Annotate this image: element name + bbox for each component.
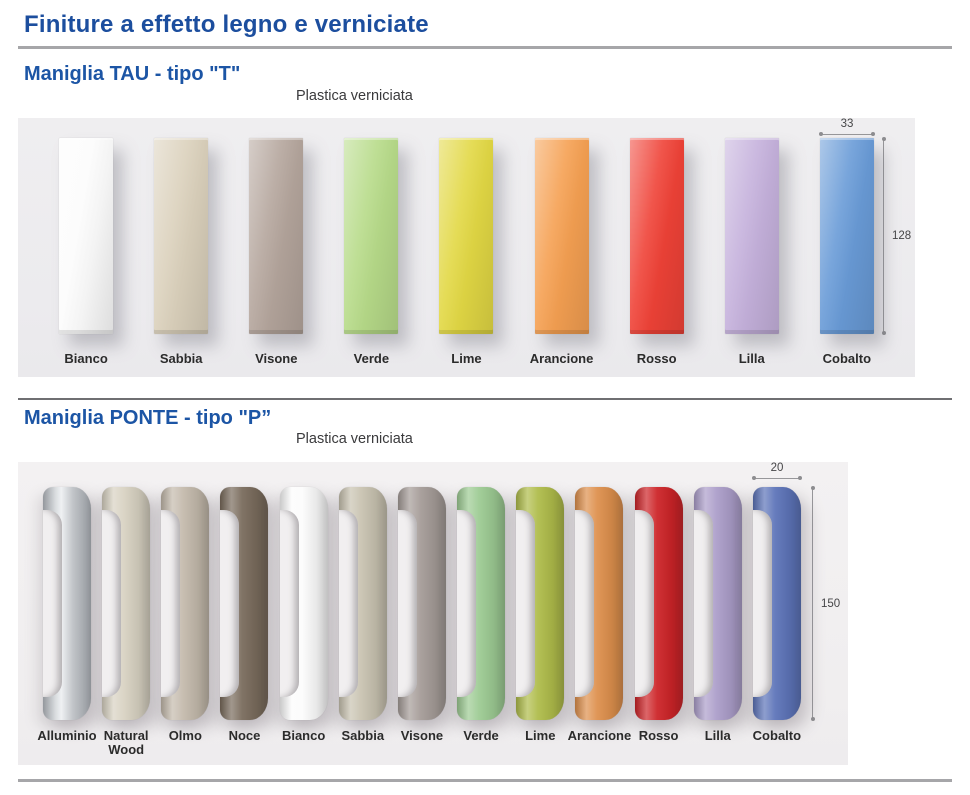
tau-rosso-color-sample bbox=[629, 138, 684, 334]
tau-rosso-label: Rosso bbox=[636, 351, 677, 366]
tau-swatch-visone: Visone bbox=[249, 138, 304, 366]
ponte-bianco-label: Bianco bbox=[281, 728, 326, 743]
ponte-swatch-noce: Noce bbox=[220, 487, 269, 743]
tau-lime-color-sample bbox=[439, 138, 494, 334]
section-tau-subtitle: Plastica verniciata bbox=[296, 88, 413, 104]
tau-width-dimension: 33 bbox=[819, 118, 875, 136]
tau-verde-color-sample bbox=[344, 138, 399, 334]
ponte-swatch-verde: Verde bbox=[457, 487, 506, 743]
tau-swatch-arancione: Arancione bbox=[530, 138, 593, 366]
ponte-swatch-arancione: Arancione bbox=[568, 487, 631, 743]
tau-swatch-panel: 33 128 Bianco Sabbia Visone Verde Lime Aranci… bbox=[18, 118, 915, 377]
ponte-bianco-color-sample bbox=[279, 487, 328, 720]
ponte-natural-wood-label: Natural Wood bbox=[103, 728, 149, 758]
tau-bianco-label: Bianco bbox=[64, 351, 108, 366]
height-dimension-line-icon bbox=[810, 486, 815, 721]
ponte-alluminio-label: Alluminio bbox=[37, 728, 97, 743]
ponte-lilla-label: Lilla bbox=[704, 728, 731, 743]
ponte-swatch-sabbia: Sabbia bbox=[338, 487, 387, 743]
ponte-swatch-olmo: Olmo bbox=[161, 487, 210, 743]
ponte-height-value: 150 bbox=[821, 597, 841, 610]
ponte-lime-label: Lime bbox=[525, 728, 556, 743]
ponte-arancione-color-sample bbox=[575, 487, 624, 720]
height-dimension-line-icon bbox=[881, 137, 886, 335]
ponte-swatch-visone: Visone bbox=[397, 487, 446, 743]
ponte-width-value: 20 bbox=[770, 462, 784, 474]
tau-height-dimension: 128 bbox=[881, 137, 911, 335]
ponte-noce-label: Noce bbox=[228, 728, 261, 743]
tau-sabbia-color-sample bbox=[154, 138, 209, 334]
tau-swatch-bianco: Bianco bbox=[59, 138, 114, 366]
tau-visone-label: Visone bbox=[255, 351, 298, 366]
ponte-swatch-alluminio: Alluminio bbox=[37, 487, 97, 743]
tau-arancione-label: Arancione bbox=[529, 351, 594, 366]
ponte-swatch-bianco: Bianco bbox=[279, 487, 328, 743]
tau-bianco-color-sample bbox=[59, 138, 114, 334]
tau-swatch-lilla: Lilla bbox=[724, 138, 779, 366]
tau-lime-label: Lime bbox=[451, 351, 482, 366]
tau-cobalto-color-sample bbox=[819, 138, 874, 334]
width-dimension-line-icon bbox=[819, 132, 875, 136]
section-ponte-subtitle: Plastica verniciata bbox=[296, 431, 413, 447]
ponte-natural-wood-color-sample bbox=[102, 487, 151, 720]
section-ponte-heading: Maniglia PONTE - tipo "P” bbox=[24, 407, 272, 429]
ponte-swatch-rosso: Rosso bbox=[634, 487, 683, 743]
ponte-olmo-color-sample bbox=[161, 487, 210, 720]
section-tau-heading: Maniglia TAU - tipo "T" bbox=[24, 63, 241, 85]
tau-sabbia-label: Sabbia bbox=[159, 351, 203, 366]
ponte-verde-label: Verde bbox=[463, 728, 499, 743]
ponte-lilla-color-sample bbox=[693, 487, 742, 720]
tau-lilla-color-sample bbox=[724, 138, 779, 334]
tau-swatch-sabbia: Sabbia bbox=[154, 138, 209, 366]
tau-swatch-rosso: Rosso bbox=[629, 138, 684, 366]
section-divider bbox=[18, 398, 952, 400]
ponte-rosso-label: Rosso bbox=[638, 728, 679, 743]
ponte-rosso-color-sample bbox=[634, 487, 683, 720]
ponte-swatch-panel: 20 150 Alluminio Natural Wood Olmo Noce Bian… bbox=[18, 462, 848, 765]
tau-visone-color-sample bbox=[249, 138, 304, 334]
ponte-sabbia-label: Sabbia bbox=[341, 728, 385, 743]
tau-lilla-label: Lilla bbox=[738, 351, 765, 366]
ponte-swatch-cobalto: Cobalto bbox=[753, 487, 801, 743]
ponte-sabbia-color-sample bbox=[338, 487, 387, 720]
tau-arancione-color-sample bbox=[534, 138, 589, 334]
ponte-lime-color-sample bbox=[516, 487, 565, 720]
ponte-alluminio-color-sample bbox=[43, 487, 91, 720]
ponte-noce-color-sample bbox=[220, 487, 269, 720]
ponte-olmo-label: Olmo bbox=[168, 728, 202, 743]
bottom-divider bbox=[18, 779, 952, 782]
ponte-width-dimension: 20 bbox=[752, 462, 802, 480]
ponte-height-dimension: 150 bbox=[810, 486, 840, 721]
tau-height-value: 128 bbox=[892, 230, 912, 242]
title-divider bbox=[18, 46, 952, 49]
ponte-cobalto-color-sample bbox=[752, 487, 801, 720]
ponte-arancione-label: Arancione bbox=[567, 728, 632, 743]
ponte-swatch-lime: Lime bbox=[516, 487, 565, 743]
ponte-visone-label: Visone bbox=[400, 728, 444, 743]
tau-verde-label: Verde bbox=[353, 351, 390, 366]
tau-swatch-lime: Lime bbox=[439, 138, 494, 366]
width-dimension-line-icon bbox=[752, 476, 802, 480]
ponte-visone-color-sample bbox=[397, 487, 446, 720]
tau-cobalto-label: Cobalto bbox=[822, 351, 872, 366]
page-title: Finiture a effetto legno e verniciate bbox=[24, 11, 429, 38]
ponte-verde-color-sample bbox=[457, 487, 506, 720]
ponte-swatch-natural-wood: Natural Wood bbox=[102, 487, 151, 758]
tau-swatch-verde: Verde bbox=[344, 138, 399, 366]
tau-width-value: 33 bbox=[840, 118, 854, 130]
tau-swatch-cobalto: Cobalto bbox=[819, 138, 874, 366]
ponte-cobalto-label: Cobalto bbox=[752, 728, 802, 743]
ponte-swatch-lilla: Lilla bbox=[693, 487, 742, 743]
